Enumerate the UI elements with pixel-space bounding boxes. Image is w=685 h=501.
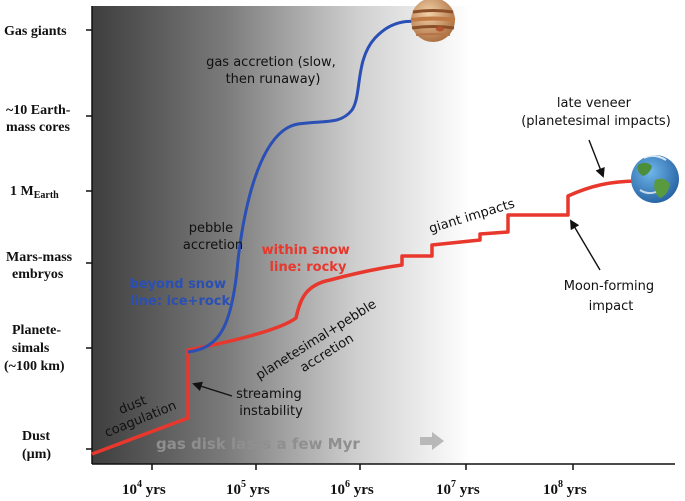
x-label-exp: 4 xyxy=(137,479,142,490)
y-label-line: (~100 km) xyxy=(4,359,65,374)
gas-accretion-label: gas accretion (slow, then runaway) xyxy=(206,55,340,87)
y-label-earth-mass: 1 MEarth xyxy=(10,184,59,201)
annotation-line: within snow xyxy=(262,243,350,258)
pebble-accretion-label: pebble accretion xyxy=(183,221,243,253)
x-label-exp: 7 xyxy=(451,479,456,490)
x-label-exp: 8 xyxy=(558,479,563,490)
y-label-gas-giants: Gas giants xyxy=(4,24,67,39)
streaming-instability-label: streaming instability xyxy=(236,387,306,419)
late-veneer-label: late veneer (planetesimal impacts) xyxy=(521,96,671,129)
annotation-line: streaming xyxy=(236,387,302,402)
y-label-line: Mars-mass xyxy=(6,250,73,265)
gas-disk-arrow-icon xyxy=(420,432,444,450)
y-label-planetesimals: Planete- simals (~100 km) xyxy=(4,323,65,374)
x-label-base: 10 xyxy=(122,482,137,498)
x-label-1e5: 105 yrs xyxy=(226,479,270,498)
annotation-line: late veneer xyxy=(557,96,632,111)
x-label-base: 10 xyxy=(330,482,345,498)
late-veneer-arrow-icon xyxy=(588,139,605,178)
x-label-suffix: yrs xyxy=(350,482,374,498)
annotation-line: line: rocky xyxy=(270,260,347,275)
x-label-exp: 5 xyxy=(241,479,246,490)
x-label-1e8: 108 yrs xyxy=(543,479,587,498)
y-label-line: Planete- xyxy=(12,323,61,338)
x-label-1e6: 106 yrs xyxy=(330,479,374,498)
x-label-exp: 6 xyxy=(345,479,350,490)
icy-growth-track xyxy=(187,19,419,354)
x-label-suffix: yrs xyxy=(456,482,480,498)
annotation-line: instability xyxy=(239,404,303,419)
moon-forming-impact-label: Moon-forming impact xyxy=(564,279,659,314)
gas-disk-background xyxy=(92,6,470,464)
streaming-arrow-icon xyxy=(192,381,233,397)
annotation-line: beyond snow xyxy=(129,277,226,292)
annotation-line: pebble xyxy=(189,221,233,236)
moon-forming-arrow-icon xyxy=(570,219,601,271)
x-label-base: 10 xyxy=(543,482,558,498)
y-label-line: mass cores xyxy=(6,120,70,135)
y-ticks xyxy=(86,29,92,450)
annotation-line: impact xyxy=(589,299,634,314)
y-label-line: embryos xyxy=(12,267,64,282)
annotation-line: accretion xyxy=(183,238,243,253)
x-label-base: 10 xyxy=(436,482,451,498)
y-label-line: Dust xyxy=(22,429,50,444)
x-label-suffix: yrs xyxy=(142,482,166,498)
annotation-line: line: ice+rock xyxy=(130,294,231,309)
beyond-snow-line-label: beyond snow line: ice+rock xyxy=(129,277,230,309)
annotation-line: gas accretion (slow, xyxy=(206,55,336,70)
x-label-suffix: yrs xyxy=(246,482,270,498)
y-label-line: 1 M xyxy=(10,184,34,199)
annotation-line: Moon-forming xyxy=(564,279,654,294)
y-label-line: ~10 Earth- xyxy=(6,103,71,118)
annotation-line: then runaway) xyxy=(226,72,321,87)
x-label-1e7: 107 yrs xyxy=(436,479,480,498)
jupiter-planet-icon xyxy=(410,0,456,42)
y-label-subscript: Earth xyxy=(34,190,59,201)
x-label-1e4: 104 yrs xyxy=(122,479,166,498)
annotation-line: (planetesimal impacts) xyxy=(521,114,671,129)
rocky-growth-track xyxy=(91,179,641,456)
y-label-mars-mass-embryos: Mars-mass embryos xyxy=(6,250,76,282)
y-label-dust: Dust (µm) xyxy=(22,429,54,462)
gas-disk-label: gas disk lasts a few Myr xyxy=(156,435,360,453)
x-label-base: 10 xyxy=(226,482,241,498)
y-label-line: simals xyxy=(12,341,50,356)
y-label-earth-mass-cores: ~10 Earth- mass cores xyxy=(6,103,74,135)
y-label-line: (µm) xyxy=(22,447,51,462)
within-snow-line-label: within snow line: rocky xyxy=(262,243,355,275)
x-ticks xyxy=(151,464,574,470)
x-label-suffix: yrs xyxy=(563,482,587,498)
earth-planet-icon xyxy=(631,154,679,203)
